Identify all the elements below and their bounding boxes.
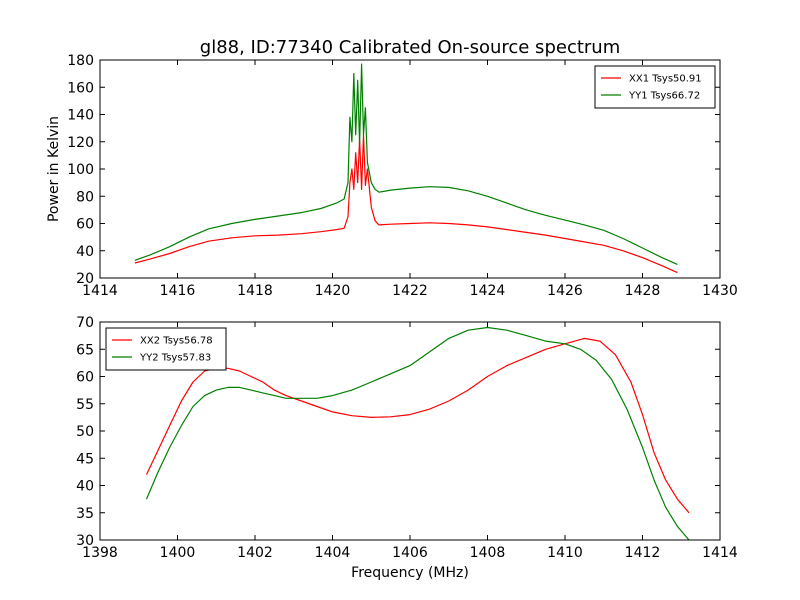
y-tick-label: 140 (67, 108, 94, 124)
x-tick-label: 1398 (82, 545, 118, 561)
y-tick-label: 20 (76, 271, 94, 287)
y-tick-label: 160 (67, 80, 94, 96)
y-tick-label: 40 (76, 244, 94, 260)
y-tick-label: 35 (76, 506, 94, 522)
x-tick-label: 1416 (160, 283, 196, 299)
y-tick-label: 60 (76, 370, 94, 386)
y-tick-label: 65 (76, 342, 94, 358)
x-tick-label: 1400 (160, 545, 196, 561)
y-tick-label: 70 (76, 315, 94, 331)
x-tick-label: 1404 (315, 545, 351, 561)
x-tick-label: 1420 (315, 283, 351, 299)
legend-label: YY1 Tsys66.72 (628, 91, 700, 102)
x-tick-label: 1424 (470, 283, 506, 299)
y-tick-label: 30 (76, 533, 94, 549)
legend-box (594, 65, 716, 109)
y-tick-label: 55 (76, 397, 94, 413)
legend-label: XX2 Tsys56.78 (140, 336, 213, 347)
x-tick-label: 1414 (702, 545, 738, 561)
series-line-1-1 (145, 326, 690, 541)
y-tick-label: 45 (76, 451, 94, 467)
series-line-1-0 (145, 337, 690, 514)
x-tick-label: 1422 (392, 283, 428, 299)
chart-title: gl88, ID:77340 Calibrated On-source spec… (200, 37, 620, 58)
legend-box (105, 327, 227, 371)
x-tick-label: 1406 (392, 545, 428, 561)
x-tick-label: 1430 (702, 283, 738, 299)
y-tick-label: 120 (67, 135, 94, 151)
legend-label: XX1 Tsys50.91 (629, 74, 702, 85)
y-tick-label: 80 (76, 189, 94, 205)
series-line-0-1 (134, 63, 678, 265)
y-tick-label: 180 (67, 53, 94, 69)
x-tick-label: 1418 (237, 283, 273, 299)
x-tick-label: 1408 (470, 545, 506, 561)
x-tick-label: 1428 (625, 283, 661, 299)
x-tick-label: 1402 (237, 545, 273, 561)
y-tick-label: 100 (67, 162, 94, 178)
series-line-0-0 (134, 134, 678, 274)
x-tick-label: 1426 (547, 283, 583, 299)
y-tick-label: 40 (76, 479, 94, 495)
x-tick-label: 1410 (547, 545, 583, 561)
y-tick-label: 60 (76, 217, 94, 233)
x-tick-label: 1414 (82, 283, 118, 299)
legend-label: YY2 Tsys57.83 (139, 353, 211, 364)
y-axis-label: Power in Kelvin (46, 116, 62, 222)
x-axis-label: Frequency (MHz) (351, 565, 469, 581)
y-tick-label: 50 (76, 424, 94, 440)
x-tick-label: 1412 (625, 545, 661, 561)
top-plot: 1414 1416 1418 1420 1422 1424 1426 1428 1430 20 40… (46, 53, 738, 299)
bottom-plot: 1398 1400 1402 1404 1406 1408 1410 1412 1414 30 35… (76, 315, 738, 581)
